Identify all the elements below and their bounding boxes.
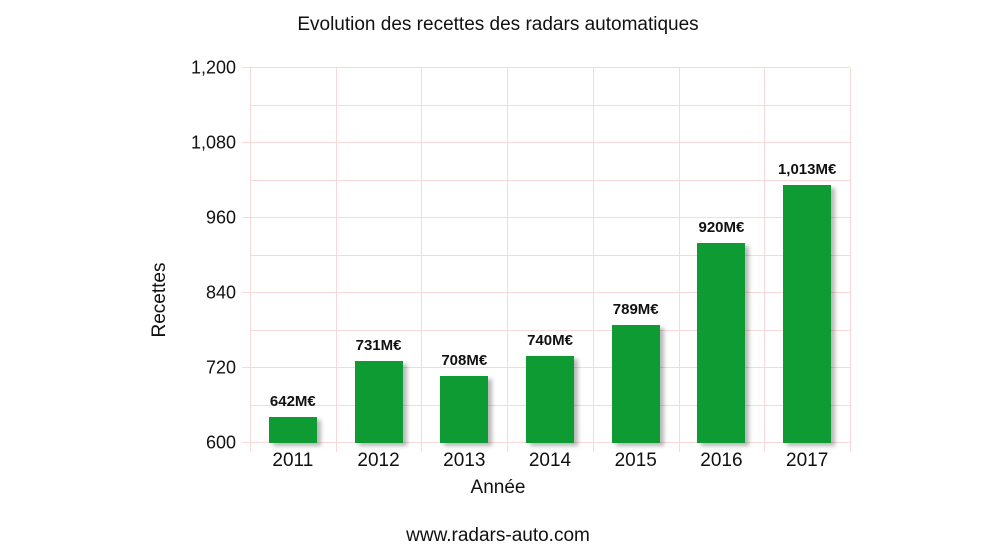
y-tick-label: 600: [205, 432, 236, 453]
x-tick-label: 2014: [528, 450, 572, 471]
x-tick-label: 2011: [272, 450, 314, 471]
x-tick: [592, 443, 594, 452]
y-tick: [242, 367, 250, 368]
y-tick-label: 1,200: [190, 57, 236, 78]
x-tick-label: 2012: [357, 450, 400, 471]
bar-value-label: 731M€: [355, 337, 402, 355]
x-tick-label: 2016: [700, 450, 743, 471]
x-tick: [335, 443, 337, 452]
y-axis-title: Recettes: [149, 262, 170, 338]
y-tick-label: 1,080: [190, 132, 236, 153]
bar-value-label: 740M€: [527, 331, 573, 349]
bar-value-label: 642M€: [269, 392, 316, 410]
x-tick: [507, 443, 509, 452]
x-axis-title: Année: [470, 477, 526, 498]
bar-2014: [526, 355, 574, 443]
y-tick: [242, 142, 250, 143]
h-gridline: [250, 104, 850, 106]
v-gridline: [678, 68, 680, 443]
v-gridline: [764, 68, 766, 443]
bar-value-label: 920M€: [698, 219, 745, 236]
bar-2016: [697, 243, 746, 443]
x-tick-label: 2015: [614, 450, 657, 471]
h-gridline: [250, 67, 850, 68]
h-gridline: [250, 179, 850, 181]
bar-2017: [783, 184, 832, 443]
x-tick: [850, 443, 851, 452]
website-text: www.radars-auto.com: [406, 525, 590, 546]
h-gridline: [250, 217, 850, 218]
chart-title: Evolution des recettes des radars automa…: [297, 14, 699, 35]
h-gridline: [250, 329, 850, 331]
bar-2013: [440, 375, 489, 443]
v-gridline: [421, 68, 423, 443]
bar-2011: [268, 416, 317, 443]
h-gridline: [250, 142, 850, 143]
v-gridline: [507, 68, 509, 443]
x-tick: [421, 443, 423, 452]
x-tick-label: 2017: [786, 450, 829, 471]
plot-area: 600 720 840 960 1,080 1,200 642M€ 2011 731M€ 2012…: [191, 58, 851, 471]
x-tick-label: 2013: [443, 450, 486, 471]
bar-value-label: 708M€: [441, 351, 488, 369]
y-tick: [242, 442, 250, 443]
v-gridline: [592, 68, 594, 443]
y-tick: [242, 67, 250, 68]
bar-value-label: 789M€: [612, 300, 659, 318]
y-tick-label: 720: [205, 357, 236, 378]
bar-value-label: 1,013M€: [777, 160, 837, 178]
v-gridline: [335, 68, 337, 443]
bar-2012: [354, 361, 403, 443]
y-tick: [242, 292, 250, 293]
h-gridline: [250, 292, 850, 293]
y-tick-label: 960: [205, 207, 236, 228]
h-gridline: [250, 254, 850, 256]
y-tick: [242, 217, 250, 218]
x-tick: [678, 443, 680, 452]
y-tick-label: 840: [205, 282, 236, 303]
x-tick: [250, 443, 251, 452]
x-tick: [764, 443, 766, 452]
v-gridline: [850, 68, 851, 443]
bar-2015: [611, 324, 660, 443]
v-gridline: [250, 68, 251, 443]
